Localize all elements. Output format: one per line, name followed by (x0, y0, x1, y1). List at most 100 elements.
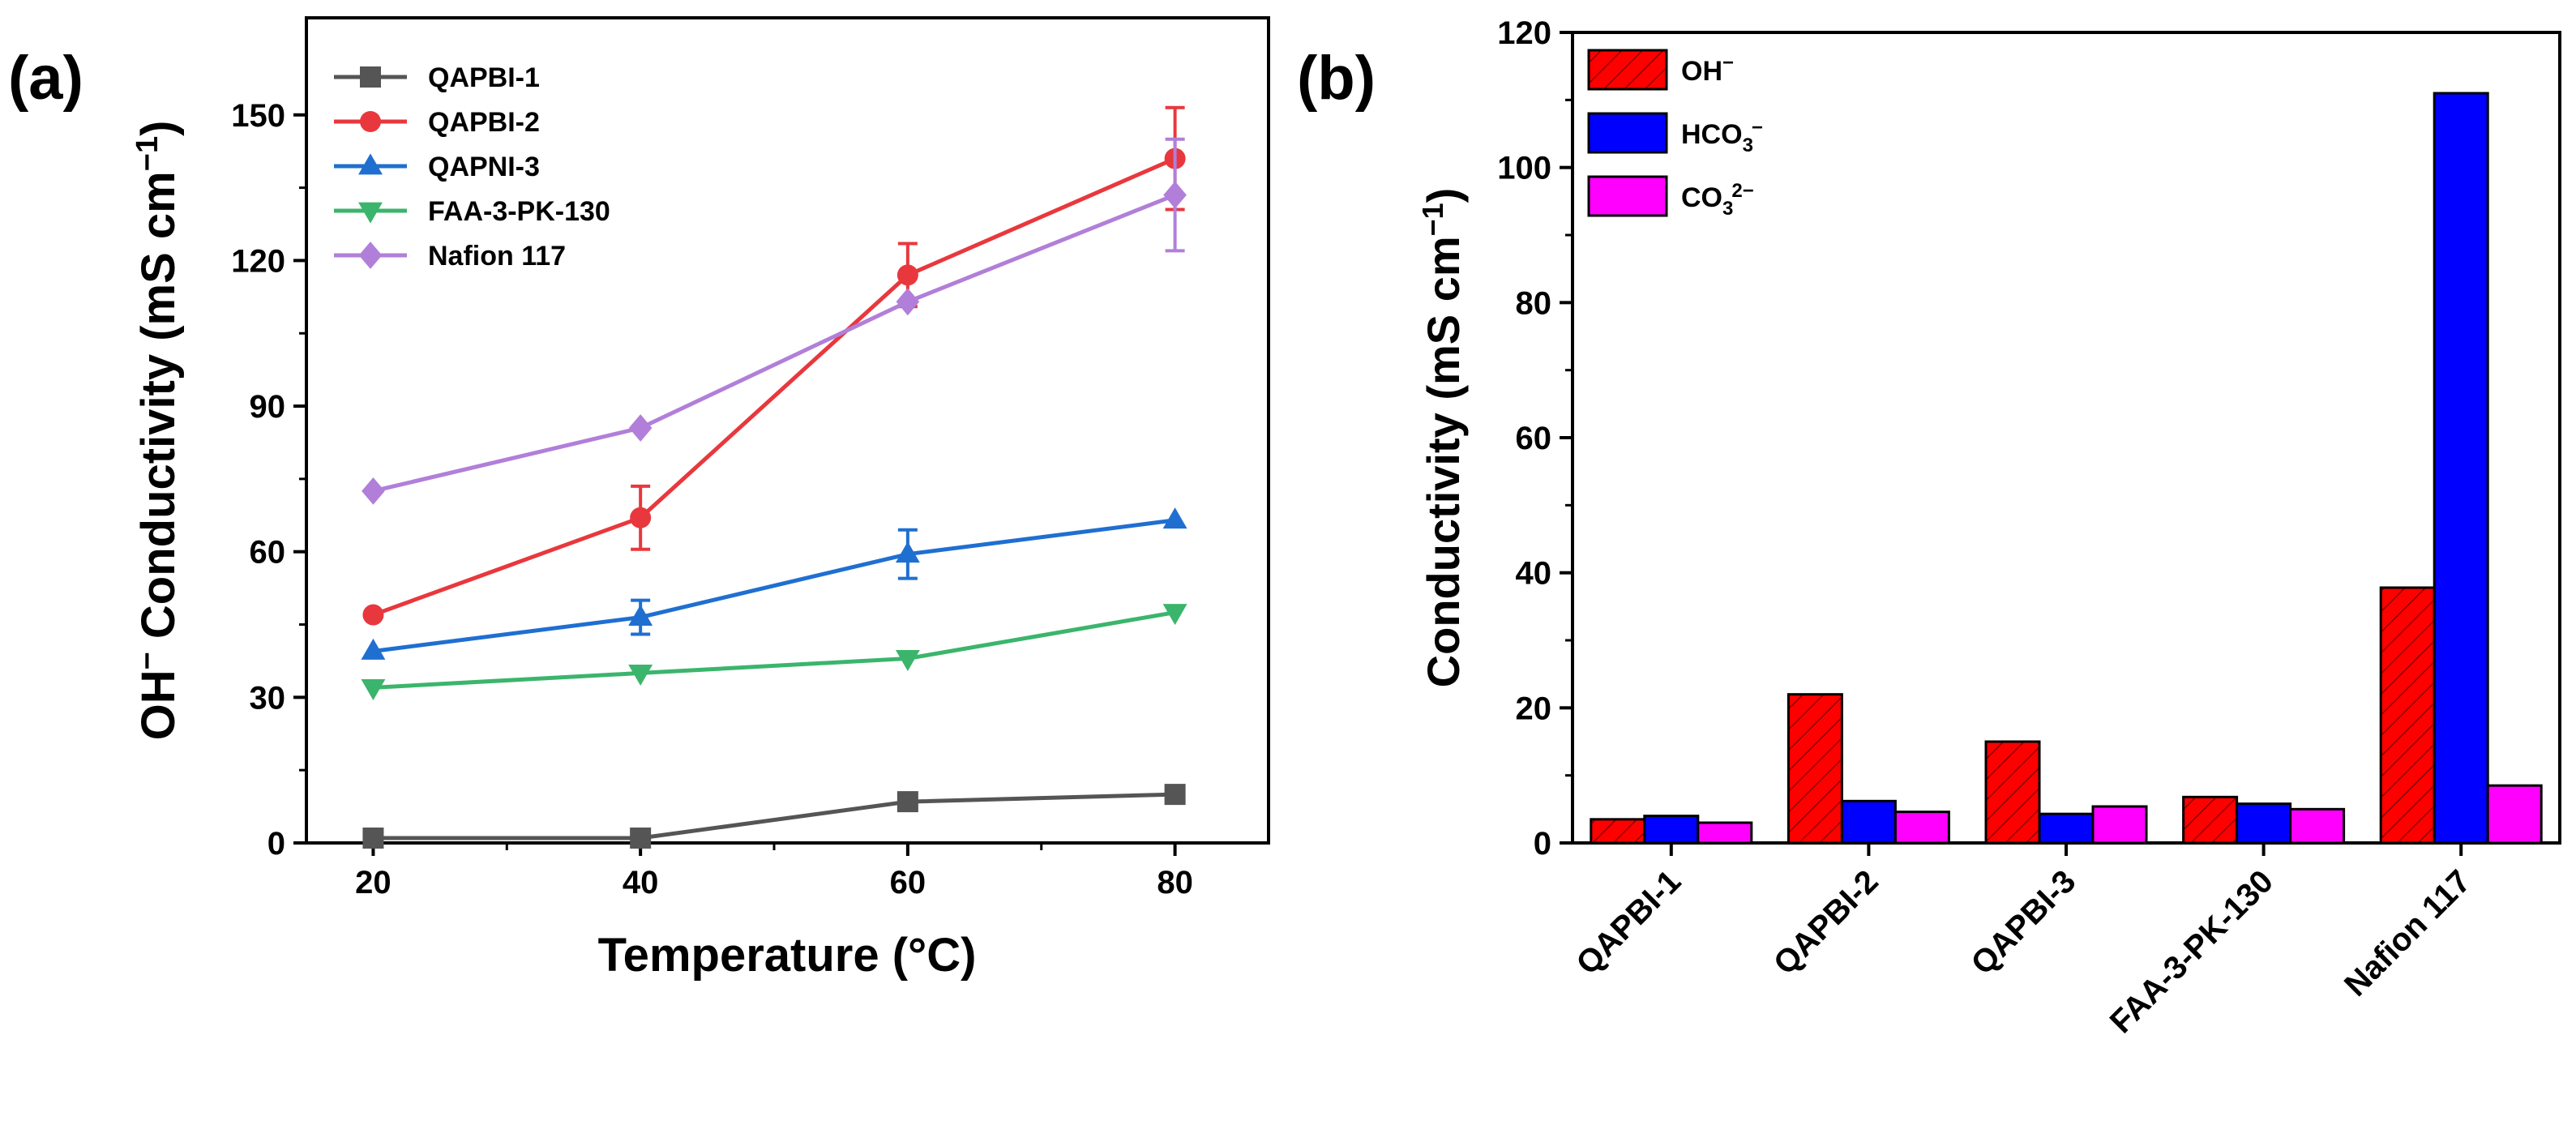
bar-group-nafion-117: Nafion 117 (2338, 92, 2543, 1003)
label-text: ) (132, 121, 185, 136)
bar-hco3-qapbi-2 (1840, 799, 1897, 845)
panel-b-bar-chart: (b) 0 20 40 60 80 100 120 QAPBI-1 QAPBI-2 QAPBI-… (1297, 15, 2561, 1040)
panel-b-y-axis-title: Conductivity (mS cm−1) (1416, 188, 1470, 688)
data-point (895, 650, 920, 672)
label-text: OH (132, 669, 185, 740)
panel-a-line-chart: (a) 0 30 60 90 120 150 20 40 60 80 QAPBI-1 QAPBI-2… (8, 16, 1270, 982)
panel-a-plot-frame (305, 16, 1270, 845)
panel-a-legend: QAPBI-1 QAPBI-2 QAPNI-3 FAA-3-PK-130 Nafion … (334, 62, 610, 272)
bar-hco3-qapbi-3 (2038, 812, 2095, 845)
superscript: − (1752, 117, 1763, 139)
legend-item-co32: CO32− (1587, 175, 1754, 220)
panel-a-label: (a) (8, 44, 83, 113)
legend-marker (358, 202, 383, 224)
y-tick-label: 30 (250, 680, 286, 716)
legend-label: OH− (1681, 52, 1734, 87)
data-point (1163, 181, 1187, 209)
data-point (628, 604, 653, 626)
series-line-qapbi-2 (372, 156, 1176, 617)
x-tick-label: 40 (623, 865, 659, 900)
legend-swatch (1587, 175, 1668, 217)
legend-label: FAA-3-PK-130 (428, 196, 610, 227)
bar-co32-qapbi-2 (1893, 811, 1950, 845)
series-line-qapni-3 (373, 518, 1175, 653)
y-tick-label: 150 (231, 98, 285, 134)
data-point (896, 264, 918, 286)
label-text: CO (1681, 182, 1722, 213)
legend-label: Nafion 117 (428, 241, 566, 272)
superscript: −1 (1416, 203, 1449, 236)
series-qapni-3 (361, 507, 1187, 660)
data-point (628, 665, 653, 687)
y-tick-label: 0 (267, 826, 285, 862)
legend-item-qapni-3: QAPNI-3 (334, 152, 540, 182)
data-point (630, 828, 652, 849)
data-point (628, 414, 653, 442)
bar-oh-nafion-117 (2379, 586, 2436, 845)
label-text: Conductivity (mS cm (132, 171, 185, 652)
x-tick-label: 20 (355, 865, 392, 900)
bar-co32-qapbi-3 (2091, 805, 2148, 845)
data-point (896, 791, 918, 813)
y-tick-label: 120 (1497, 15, 1551, 51)
y-tick-label: 0 (1534, 826, 1551, 862)
series-qapbi-1 (362, 784, 1186, 849)
data-point (630, 507, 652, 528)
series-qapbi-2 (362, 105, 1186, 626)
bar-co32-nafion-117 (2486, 784, 2543, 845)
legend-item-qapbi-1: QAPBI-1 (334, 62, 540, 93)
data-point (1162, 604, 1187, 626)
panel-a-y-axis-title: OH− Conductivity (mS cm−1) (131, 121, 185, 741)
legend-swatch (1587, 112, 1668, 154)
y-tick-label: 40 (1516, 556, 1552, 592)
data-point (1162, 507, 1187, 529)
legend-item-hco3: HCO3− (1587, 112, 1763, 156)
panel-b-label: (b) (1297, 44, 1376, 113)
y-tick-label: 90 (250, 389, 286, 425)
panel-a-x-axis-title: Temperature (°C) (598, 929, 977, 982)
y-tick-label: 60 (1516, 421, 1552, 456)
x-tick-label: QAPBI-3 (1965, 863, 2083, 982)
legend-label: QAPNI-3 (428, 152, 540, 182)
legend-label: QAPBI-2 (428, 107, 540, 138)
superscript: 2− (1731, 180, 1753, 202)
bar-hco3-qapbi-1 (1643, 815, 1700, 845)
bar-oh-qapbi-1 (1590, 818, 1646, 845)
series-nafion-117 (362, 137, 1187, 505)
subscript: 3 (1722, 198, 1733, 220)
data-point (1164, 784, 1186, 806)
series-line-nafion-117 (372, 193, 1176, 494)
x-tick-label: 80 (1157, 865, 1193, 900)
legend-item-oh: OH− (1587, 49, 1734, 91)
y-tick-label: 20 (1516, 691, 1552, 726)
bar-co32-qapbi-1 (1697, 821, 1753, 845)
bar-group-qapbi-2: QAPBI-2 (1767, 693, 1950, 982)
y-tick-label: 60 (250, 535, 286, 571)
superscript: − (1722, 52, 1734, 74)
data-point (361, 638, 386, 660)
bar-oh-qapbi-2 (1787, 693, 1843, 845)
legend-label: HCO3− (1681, 117, 1763, 156)
data-point (361, 678, 386, 700)
superscript: −1 (131, 136, 165, 171)
x-tick-label: 60 (890, 865, 926, 900)
legend-marker (358, 242, 383, 269)
legend-item-nafion-117: Nafion 117 (334, 241, 566, 272)
legend-marker (358, 153, 383, 175)
series-faa-3-pk-130 (361, 604, 1187, 700)
y-tick-label: 100 (1497, 151, 1551, 186)
series-line-faa-3-pk-130 (373, 610, 1176, 690)
x-tick-label: Nafion 117 (2338, 863, 2478, 1003)
x-tick-label: QAPBI-2 (1767, 863, 1885, 982)
label-text: Conductivity (mS cm (1418, 236, 1469, 687)
label-text: OH (1681, 56, 1722, 87)
legend-label: CO32− (1681, 180, 1754, 220)
y-tick-label: 80 (1516, 285, 1552, 321)
legend-swatch (1587, 49, 1668, 91)
legend-marker (360, 66, 381, 88)
label-text: HCO (1681, 119, 1743, 150)
x-tick-label: QAPBI-1 (1569, 863, 1688, 982)
legend-item-faa-3-pk-130: FAA-3-PK-130 (334, 196, 610, 227)
bar-oh-faa-3-pk-130 (2182, 795, 2239, 845)
y-tick-label: 120 (231, 243, 285, 279)
